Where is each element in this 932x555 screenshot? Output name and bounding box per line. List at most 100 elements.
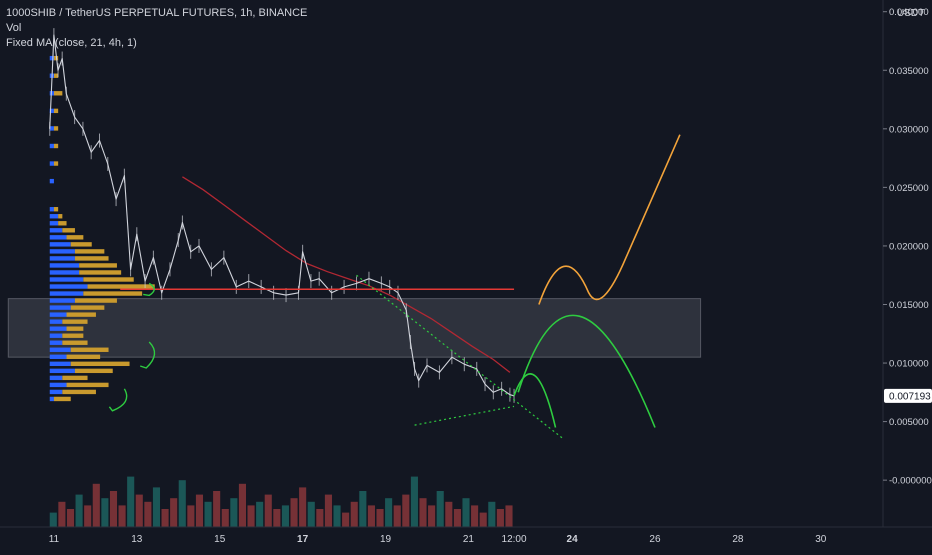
y-tick-label: 0.020000 bbox=[889, 241, 929, 252]
volume-profile-down-bar bbox=[74, 298, 117, 303]
volume-profile-down-bar bbox=[87, 284, 155, 289]
volume-bar bbox=[462, 498, 470, 527]
x-tick-label: 15 bbox=[214, 534, 226, 545]
volume-profile-down-bar bbox=[53, 91, 63, 96]
volume-bar bbox=[316, 509, 324, 527]
volume-profile-down-bar bbox=[62, 319, 88, 324]
x-tick-label: 21 bbox=[463, 534, 475, 545]
volume-profile-up-bar bbox=[49, 333, 63, 338]
y-tick-label: 0.005000 bbox=[889, 417, 929, 428]
volume-profile-down-bar bbox=[70, 305, 105, 310]
volume-bar bbox=[324, 494, 332, 527]
x-tick-label: 26 bbox=[649, 534, 661, 545]
volume-bar bbox=[428, 505, 436, 527]
axes: USDT bbox=[0, 0, 932, 528]
volume-profile-up-bar bbox=[49, 277, 84, 282]
volume-bar bbox=[152, 487, 161, 527]
volume-profile-down-bar bbox=[53, 396, 71, 402]
volume-bar bbox=[471, 505, 479, 527]
volume-profile-up-bar bbox=[49, 126, 54, 131]
volume-profile-down-bar bbox=[70, 242, 92, 247]
volume-bar bbox=[161, 509, 169, 527]
volume-profile-up-bar bbox=[49, 284, 88, 289]
volume-profile-down-bar bbox=[58, 221, 67, 226]
symbol-title[interactable]: 1000SHIB / TetherUS PERPETUAL FUTURES, 1… bbox=[6, 7, 308, 19]
volume-bar bbox=[230, 498, 238, 527]
volume-bar bbox=[333, 505, 341, 527]
volume-bar bbox=[496, 509, 504, 527]
volume-profile-down-bar bbox=[83, 277, 134, 282]
volume-bar bbox=[109, 491, 118, 527]
y-tick-label: 0.025000 bbox=[889, 183, 929, 194]
volume-profile-up-bar bbox=[49, 326, 67, 331]
moving-average-layer bbox=[182, 176, 511, 373]
volume-bar bbox=[393, 505, 401, 527]
volume-profile-down-bar bbox=[53, 207, 59, 212]
volume-profile-up-bar bbox=[49, 228, 63, 233]
volume-bar bbox=[178, 480, 186, 527]
volume-profile-up-bar bbox=[49, 242, 71, 247]
volume-bars bbox=[49, 476, 513, 527]
green-arrow-path bbox=[513, 373, 557, 428]
volume-bar bbox=[170, 498, 178, 527]
green-curl-1 bbox=[143, 282, 155, 297]
ma-indicator-label[interactable]: Fixed MA (close, 21, 4h, 1) bbox=[6, 37, 137, 49]
volume-bar bbox=[238, 483, 247, 527]
volume-profile-up-bar bbox=[49, 382, 67, 388]
x-tick-label: 28 bbox=[732, 534, 744, 545]
volume-profile-up-bar bbox=[49, 270, 80, 275]
volume-profile-up-bar bbox=[49, 298, 75, 303]
volume-profile-up-bar bbox=[49, 235, 67, 240]
volume-bar bbox=[75, 494, 83, 527]
volume-profile-down-bar bbox=[66, 312, 96, 317]
volume-bar bbox=[213, 491, 221, 527]
volume-profile-down-bar bbox=[53, 161, 59, 166]
volume-profile-down-bar bbox=[70, 361, 130, 367]
volume-bar bbox=[436, 491, 444, 527]
volume-profile-down-bar bbox=[74, 256, 109, 261]
volume-profile-up-bar bbox=[49, 368, 75, 374]
volume-profile-down-bar bbox=[70, 347, 109, 352]
volume-profile-up-bar bbox=[49, 161, 54, 166]
volume-profile-up-bar bbox=[49, 263, 80, 268]
x-ticks: 11 13 15 17 19 21 12:00 24 26 28 30 bbox=[49, 534, 827, 545]
volume-profile-down-bar bbox=[83, 291, 143, 296]
x-tick-label: 12:00 bbox=[502, 534, 527, 545]
volume-profile-up-bar bbox=[49, 305, 71, 310]
volume-bar bbox=[84, 505, 92, 527]
volume-bar bbox=[204, 501, 212, 527]
volume-profile-up-bar bbox=[49, 207, 54, 212]
x-tick-label: 30 bbox=[815, 534, 827, 545]
y-tick-label: 0.010000 bbox=[889, 359, 929, 370]
volume-profile-down-bar bbox=[53, 73, 59, 78]
chart-legend: 1000SHIB / TetherUS PERPETUAL FUTURES, 1… bbox=[6, 6, 307, 51]
volume-bar bbox=[410, 476, 418, 527]
volume-profile-up-bar bbox=[49, 214, 59, 219]
volume-bar bbox=[273, 509, 281, 527]
volume-bar bbox=[367, 505, 375, 527]
volume-bar bbox=[290, 498, 298, 527]
volume-bar bbox=[144, 501, 152, 527]
vol-indicator-label[interactable]: Vol bbox=[6, 22, 22, 34]
ma-line bbox=[182, 176, 511, 373]
volume-profile-down-bar bbox=[79, 263, 117, 268]
volume-profile-up-bar bbox=[49, 354, 67, 359]
last-price-label: 0.007193 bbox=[889, 391, 931, 402]
volume-profile-down-bar bbox=[66, 235, 84, 240]
volume-bar bbox=[376, 509, 384, 527]
volume-profile-up-bar bbox=[49, 91, 54, 96]
volume-bar bbox=[342, 512, 350, 527]
volume-profile-down-bar bbox=[74, 249, 105, 254]
orange-projection-path bbox=[538, 134, 681, 305]
x-tick-label: 24 bbox=[567, 534, 579, 545]
volume-bar bbox=[49, 512, 57, 527]
last-price-box bbox=[884, 388, 932, 403]
triangle-bottom-line bbox=[414, 405, 515, 426]
y-tick-label: 0.040000 bbox=[889, 7, 929, 18]
y-tick-label: -0.000000 bbox=[889, 476, 932, 487]
volume-bar bbox=[453, 509, 461, 527]
y-axis-unit: USDT bbox=[897, 8, 924, 19]
volume-bar bbox=[187, 505, 195, 527]
